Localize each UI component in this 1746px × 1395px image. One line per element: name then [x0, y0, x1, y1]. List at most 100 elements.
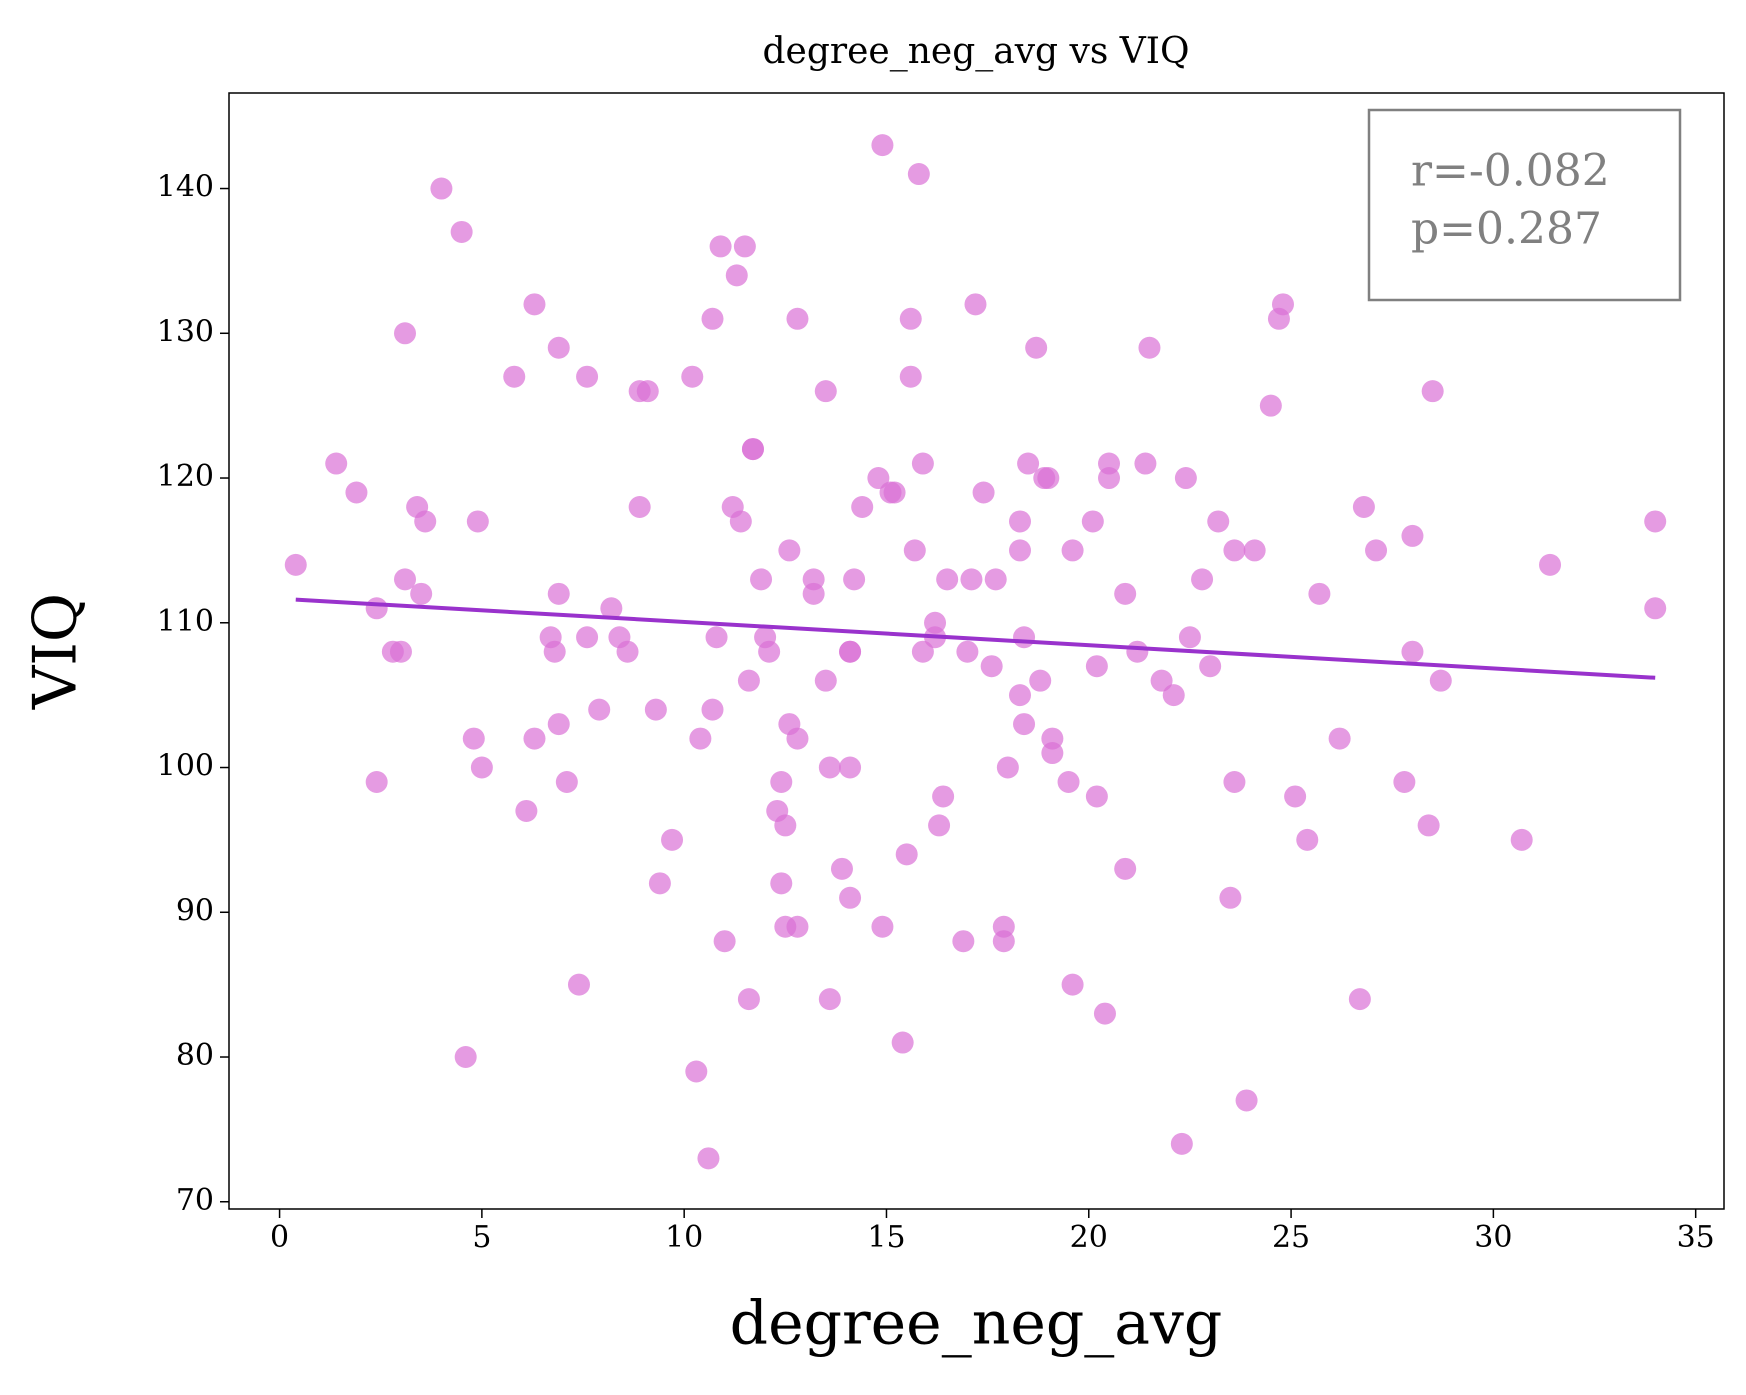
point: [899, 307, 922, 330]
point: [952, 930, 975, 953]
point: [689, 727, 712, 750]
point: [365, 770, 388, 793]
x-tick-label: 25: [1272, 1220, 1310, 1255]
plot-frame: [228, 92, 1725, 1210]
point: [1429, 669, 1452, 692]
point: [523, 293, 546, 316]
point: [1644, 597, 1667, 620]
point: [547, 582, 570, 605]
point: [365, 597, 388, 620]
point: [588, 698, 611, 721]
point: [737, 988, 760, 1011]
y-tick-label: 100: [157, 749, 214, 784]
x-tick-label: 35: [1677, 1220, 1715, 1255]
x-tick-label: 20: [1070, 1220, 1108, 1255]
point: [1284, 785, 1307, 808]
point: [547, 713, 570, 736]
point: [1061, 973, 1084, 996]
point: [462, 727, 485, 750]
y-tick-label: 70: [176, 1183, 214, 1218]
x-tick-label: 5: [472, 1220, 491, 1255]
point: [911, 640, 934, 663]
point: [883, 481, 906, 504]
point: [1162, 684, 1185, 707]
point: [543, 640, 566, 663]
annotation-text: r=-0.082: [1411, 146, 1610, 197]
point: [1085, 655, 1108, 678]
point: [1170, 1132, 1193, 1155]
point: [830, 857, 853, 880]
point: [818, 756, 841, 779]
point: [1539, 553, 1562, 576]
point: [786, 307, 809, 330]
point: [814, 380, 837, 403]
point: [851, 495, 874, 518]
point: [1178, 626, 1201, 649]
point: [1417, 814, 1440, 837]
x-tick-label: 30: [1474, 1220, 1512, 1255]
point: [567, 973, 590, 996]
x-tick-label: 10: [665, 1220, 703, 1255]
point: [1308, 582, 1331, 605]
point: [470, 756, 493, 779]
point: [713, 930, 736, 953]
point: [903, 539, 926, 562]
point: [345, 481, 368, 504]
point: [389, 640, 412, 663]
point: [454, 1046, 477, 1069]
point: [871, 134, 894, 157]
point: [729, 510, 752, 533]
point: [709, 235, 732, 258]
point: [1510, 828, 1533, 851]
point: [414, 510, 437, 533]
point: [1061, 539, 1084, 562]
point: [924, 611, 947, 634]
point: [871, 915, 894, 938]
point: [1008, 510, 1031, 533]
point: [636, 380, 659, 403]
point: [741, 438, 764, 461]
point: [1114, 582, 1137, 605]
point: [576, 365, 599, 388]
point: [737, 669, 760, 692]
point: [1008, 539, 1031, 562]
point: [733, 235, 756, 258]
x-axis-label: degree_neg_avg: [730, 1289, 1223, 1359]
point: [1271, 293, 1294, 316]
point: [960, 568, 983, 591]
point: [936, 568, 959, 591]
point: [1365, 539, 1388, 562]
point: [1037, 467, 1060, 490]
point: [1348, 988, 1371, 1011]
point: [928, 814, 951, 837]
point: [1081, 510, 1104, 533]
point: [515, 799, 538, 822]
point: [1296, 828, 1319, 851]
point: [523, 727, 546, 750]
point: [555, 770, 578, 793]
y-tick-label: 110: [157, 604, 214, 639]
point: [1134, 452, 1157, 475]
point: [770, 872, 793, 895]
y-axis-label: VIQ: [21, 593, 91, 710]
point: [681, 365, 704, 388]
point: [450, 220, 473, 243]
point: [839, 886, 862, 909]
point: [1041, 742, 1064, 765]
x-tick-label: 0: [270, 1220, 289, 1255]
point: [972, 481, 995, 504]
point: [964, 293, 987, 316]
point: [1223, 770, 1246, 793]
point: [644, 698, 667, 721]
point: [774, 814, 797, 837]
chart-title: degree_neg_avg vs VIQ: [762, 31, 1189, 72]
point: [1057, 770, 1080, 793]
point: [1352, 495, 1375, 518]
point: [325, 452, 348, 475]
point: [839, 756, 862, 779]
point: [1644, 510, 1667, 533]
point: [814, 669, 837, 692]
point: [701, 698, 724, 721]
point: [786, 727, 809, 750]
